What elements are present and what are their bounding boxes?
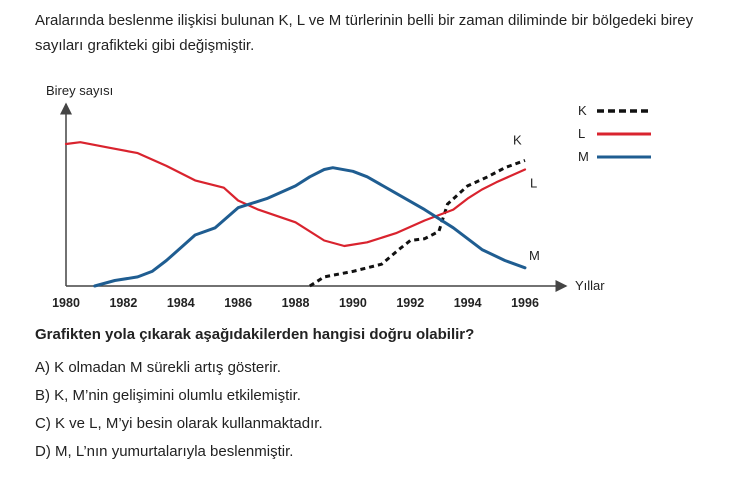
option-text: K olmadan M sürekli artış gösterir. (54, 359, 281, 376)
x-tick-label: 1982 (109, 296, 137, 310)
population-line-chart: Birey sayısı Yıllar 1980 1982 1984 1986 1988… (46, 83, 651, 310)
answer-options: A) K olmadan M sürekli artış gösterir. B… (35, 358, 323, 470)
x-tick-label: 1994 (454, 296, 482, 310)
x-tick-label: 1988 (282, 296, 310, 310)
legend-label-m: M (578, 149, 589, 164)
option-text: K, M’nin gelişimini olumlu etkilemiştir. (54, 387, 301, 404)
series-end-label-k: K (513, 132, 522, 147)
x-tick-label: 1990 (339, 296, 367, 310)
series-line-l (64, 141, 527, 248)
x-tick-label: 1980 (52, 296, 80, 310)
option-letter: D) (35, 443, 51, 460)
legend: KLM (578, 103, 651, 164)
legend-label-k: K (578, 103, 587, 118)
option-letter: B) (35, 387, 50, 404)
option-c[interactable]: C) K ve L, M’yi besin olarak kullanmakta… (35, 414, 323, 442)
series-line-m (93, 166, 527, 288)
option-letter: C) (35, 415, 51, 432)
series-line-k (308, 158, 526, 288)
x-tick-label: 1992 (396, 296, 424, 310)
option-b[interactable]: B) K, M’nin gelişimini olumlu etkilemişt… (35, 386, 323, 414)
x-tick-label: 1984 (167, 296, 195, 310)
legend-label-l: L (578, 126, 585, 141)
option-text: M, L’nın yumurtalarıyla beslenmiştir. (55, 443, 294, 460)
x-axis-label: Yıllar (575, 278, 605, 293)
x-tick-label: 1996 (511, 296, 539, 310)
series-end-label-m: M (529, 248, 540, 263)
option-text: K ve L, M’yi besin olarak kullanmaktadır… (55, 415, 323, 432)
y-axis-label: Birey sayısı (46, 83, 113, 98)
x-tick-label: 1986 (224, 296, 252, 310)
option-a[interactable]: A) K olmadan M sürekli artış gösterir. (35, 358, 323, 386)
question-text: Grafikten yola çıkarak aşağıdakilerden h… (35, 326, 475, 343)
series-end-label-l: L (530, 176, 537, 191)
option-d[interactable]: D) M, L’nın yumurtalarıyla beslenmiştir. (35, 442, 323, 470)
option-letter: A) (35, 359, 50, 376)
intro-text: Aralarında beslenme ilişkisi bulunan K, … (35, 12, 694, 54)
